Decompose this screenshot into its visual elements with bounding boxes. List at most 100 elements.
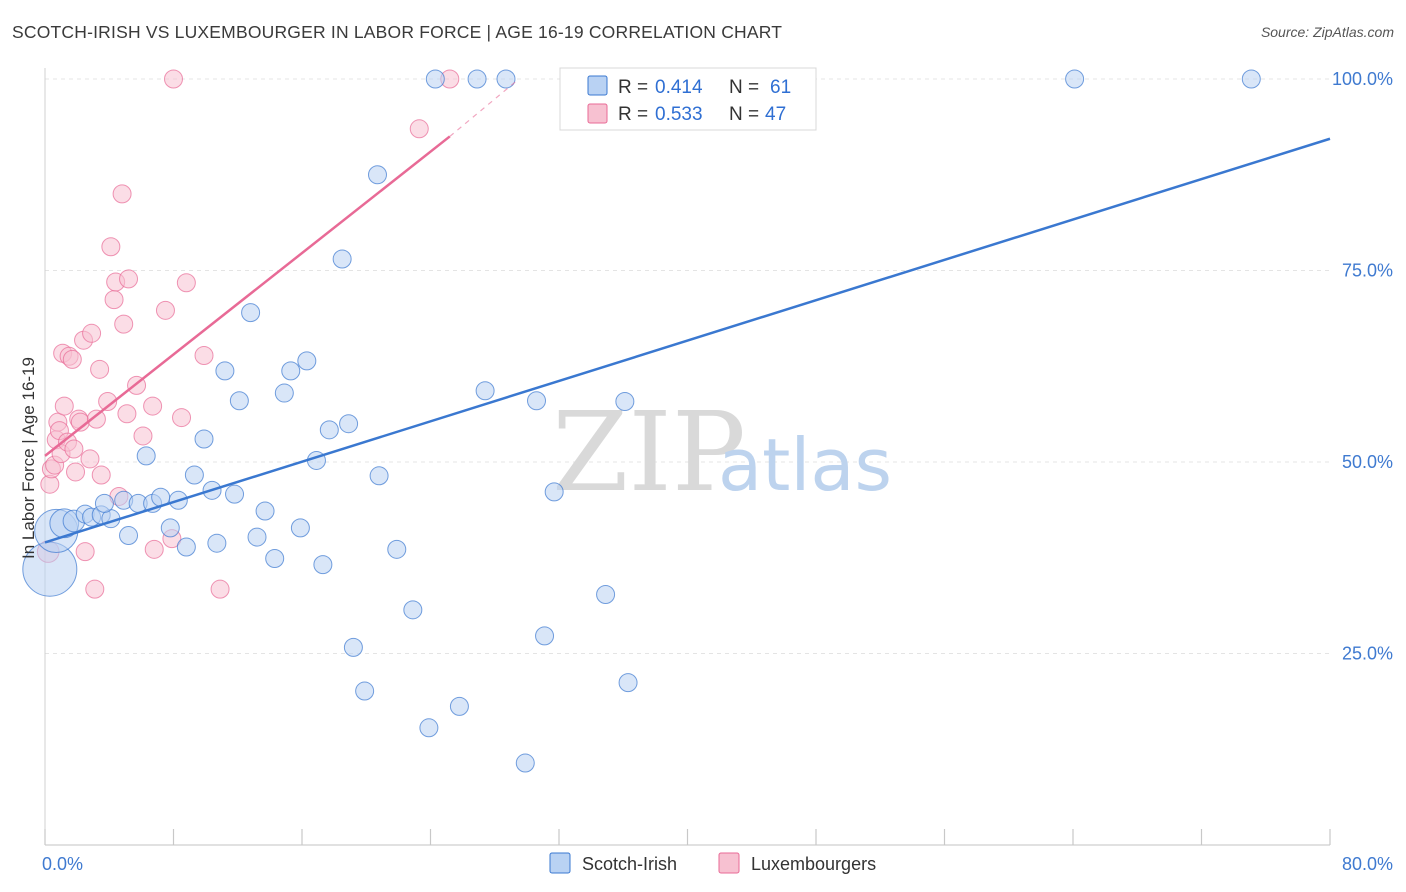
stats-r-value-pink: 0.533 <box>655 104 703 125</box>
scotch-irish-point <box>225 484 245 504</box>
scotch-irish-point <box>1065 69 1085 89</box>
scotch-irish-point <box>615 391 635 411</box>
trendlines <box>44 78 1331 544</box>
scotch-irish-point <box>544 482 564 502</box>
data-points <box>22 69 1261 773</box>
luxembourger-point <box>82 323 102 343</box>
luxembourger-point <box>409 119 429 139</box>
scotch-irish-point <box>215 361 235 381</box>
scotch-irish-point <box>290 518 310 538</box>
legend-label-scotch-irish: Scotch-Irish <box>582 854 677 874</box>
luxembourger-point <box>91 465 111 485</box>
bottom-legend: Scotch-Irish Luxembourgers <box>549 852 876 874</box>
scotch-irish-point <box>229 391 249 411</box>
luxembourger-point <box>114 314 134 334</box>
scotch-irish-point <box>136 446 156 466</box>
luxembourger-trendline-extension <box>449 78 520 137</box>
x-tick-label-max: 80.0% <box>1342 854 1393 874</box>
scotch-irish-point <box>194 429 214 449</box>
scotch-irish-point <box>496 69 516 89</box>
luxembourger-point <box>104 290 124 310</box>
scotch-irish-point <box>449 696 469 716</box>
scotch-irish-point <box>319 420 339 440</box>
scotch-irish-point <box>297 351 317 371</box>
scotch-irish-point <box>207 533 227 553</box>
legend-label-luxembourgers: Luxembourgers <box>751 854 876 874</box>
luxembourger-point <box>144 539 164 559</box>
luxembourger-point <box>194 346 214 366</box>
watermark-atlas: atlas <box>718 423 892 507</box>
x-tick-label-min: 0.0% <box>42 854 83 874</box>
stats-swatch-pink <box>587 103 608 124</box>
luxembourger-point <box>143 396 163 416</box>
scotch-irish-point <box>425 69 445 89</box>
chart-title: SCOTCH-IRISH VS LUXEMBOURGER IN LABOR FO… <box>12 22 783 42</box>
scotch-irish-point <box>281 361 301 381</box>
luxembourger-point <box>85 579 105 599</box>
stats-n-label-pink: N = <box>729 104 759 125</box>
stats-swatch-blue <box>587 75 608 96</box>
y-tick-labels: 25.0% 50.0% 75.0% 100.0% <box>1332 69 1393 664</box>
watermark-zip: ZIP <box>552 388 746 516</box>
scotch-irish-point <box>467 69 487 89</box>
scotch-irish-point <box>119 526 139 546</box>
stats-n-value-pink: 47 <box>765 104 786 125</box>
scotch-irish-point <box>339 414 359 434</box>
scotch-irish-point <box>274 383 294 403</box>
source-credit: Source: ZipAtlas.com <box>1260 24 1394 40</box>
scotch-irish-point <box>241 303 261 323</box>
scotch-irish-point <box>265 549 285 569</box>
scotch-irish-point <box>419 718 439 738</box>
luxembourger-point <box>86 409 106 429</box>
scotch-irish-point <box>387 539 407 559</box>
luxembourger-trendline <box>44 135 451 457</box>
scotch-irish-point <box>515 753 535 773</box>
stats-r-value-blue: 0.414 <box>655 77 703 98</box>
scotch-irish-point <box>618 673 638 693</box>
stats-legend: R = 0.414 N = 61 R = 0.533 N = 47 <box>559 67 817 131</box>
scotch-irish-point <box>313 555 333 575</box>
y-tick-label: 25.0% <box>1342 644 1393 664</box>
luxembourger-point <box>210 579 230 599</box>
luxembourger-point <box>133 426 153 446</box>
watermark: ZIP atlas <box>552 388 892 516</box>
scotch-irish-point <box>247 527 267 547</box>
scotch-irish-point <box>160 518 180 538</box>
luxembourger-point <box>66 462 86 482</box>
scotch-irish-point <box>176 537 196 557</box>
luxembourger-point <box>75 542 95 562</box>
grid-lines <box>45 78 1330 654</box>
scotch-irish-point <box>1241 69 1261 89</box>
scotch-irish-point <box>369 466 389 486</box>
x-tick-labels: 0.0% 80.0% <box>42 854 1393 874</box>
scotch-irish-trendline <box>44 137 1331 544</box>
luxembourger-point <box>172 408 192 428</box>
stats-r-label-pink: R = <box>618 104 648 125</box>
luxembourger-point <box>80 449 100 469</box>
luxembourger-point <box>90 359 110 379</box>
scotch-irish-point <box>527 391 547 411</box>
scotch-irish-point <box>475 381 495 401</box>
scotch-irish-point <box>403 600 423 620</box>
scotch-irish-point <box>255 501 275 521</box>
scotch-irish-point <box>94 493 114 513</box>
scotch-irish-point <box>343 637 363 657</box>
scotch-irish-point <box>355 681 375 701</box>
y-axis-label: In Labor Force | Age 16-19 <box>19 357 38 559</box>
y-tick-label: 100.0% <box>1332 69 1393 89</box>
luxembourger-point <box>112 184 132 204</box>
scotch-irish-point <box>332 249 352 269</box>
y-tick-label: 75.0% <box>1342 261 1393 281</box>
legend-swatch-luxembourgers <box>718 852 740 874</box>
luxembourger-point <box>98 391 118 411</box>
luxembourger-point <box>164 69 183 89</box>
scotch-irish-point <box>596 585 616 605</box>
luxembourger-point <box>155 300 175 320</box>
axes <box>44 68 1331 846</box>
luxembourger-point <box>117 404 137 424</box>
legend-swatch-scotch-irish <box>549 852 571 874</box>
luxembourger-point <box>119 269 139 289</box>
scotch-irish-point <box>184 465 204 485</box>
luxembourger-point <box>101 237 121 257</box>
